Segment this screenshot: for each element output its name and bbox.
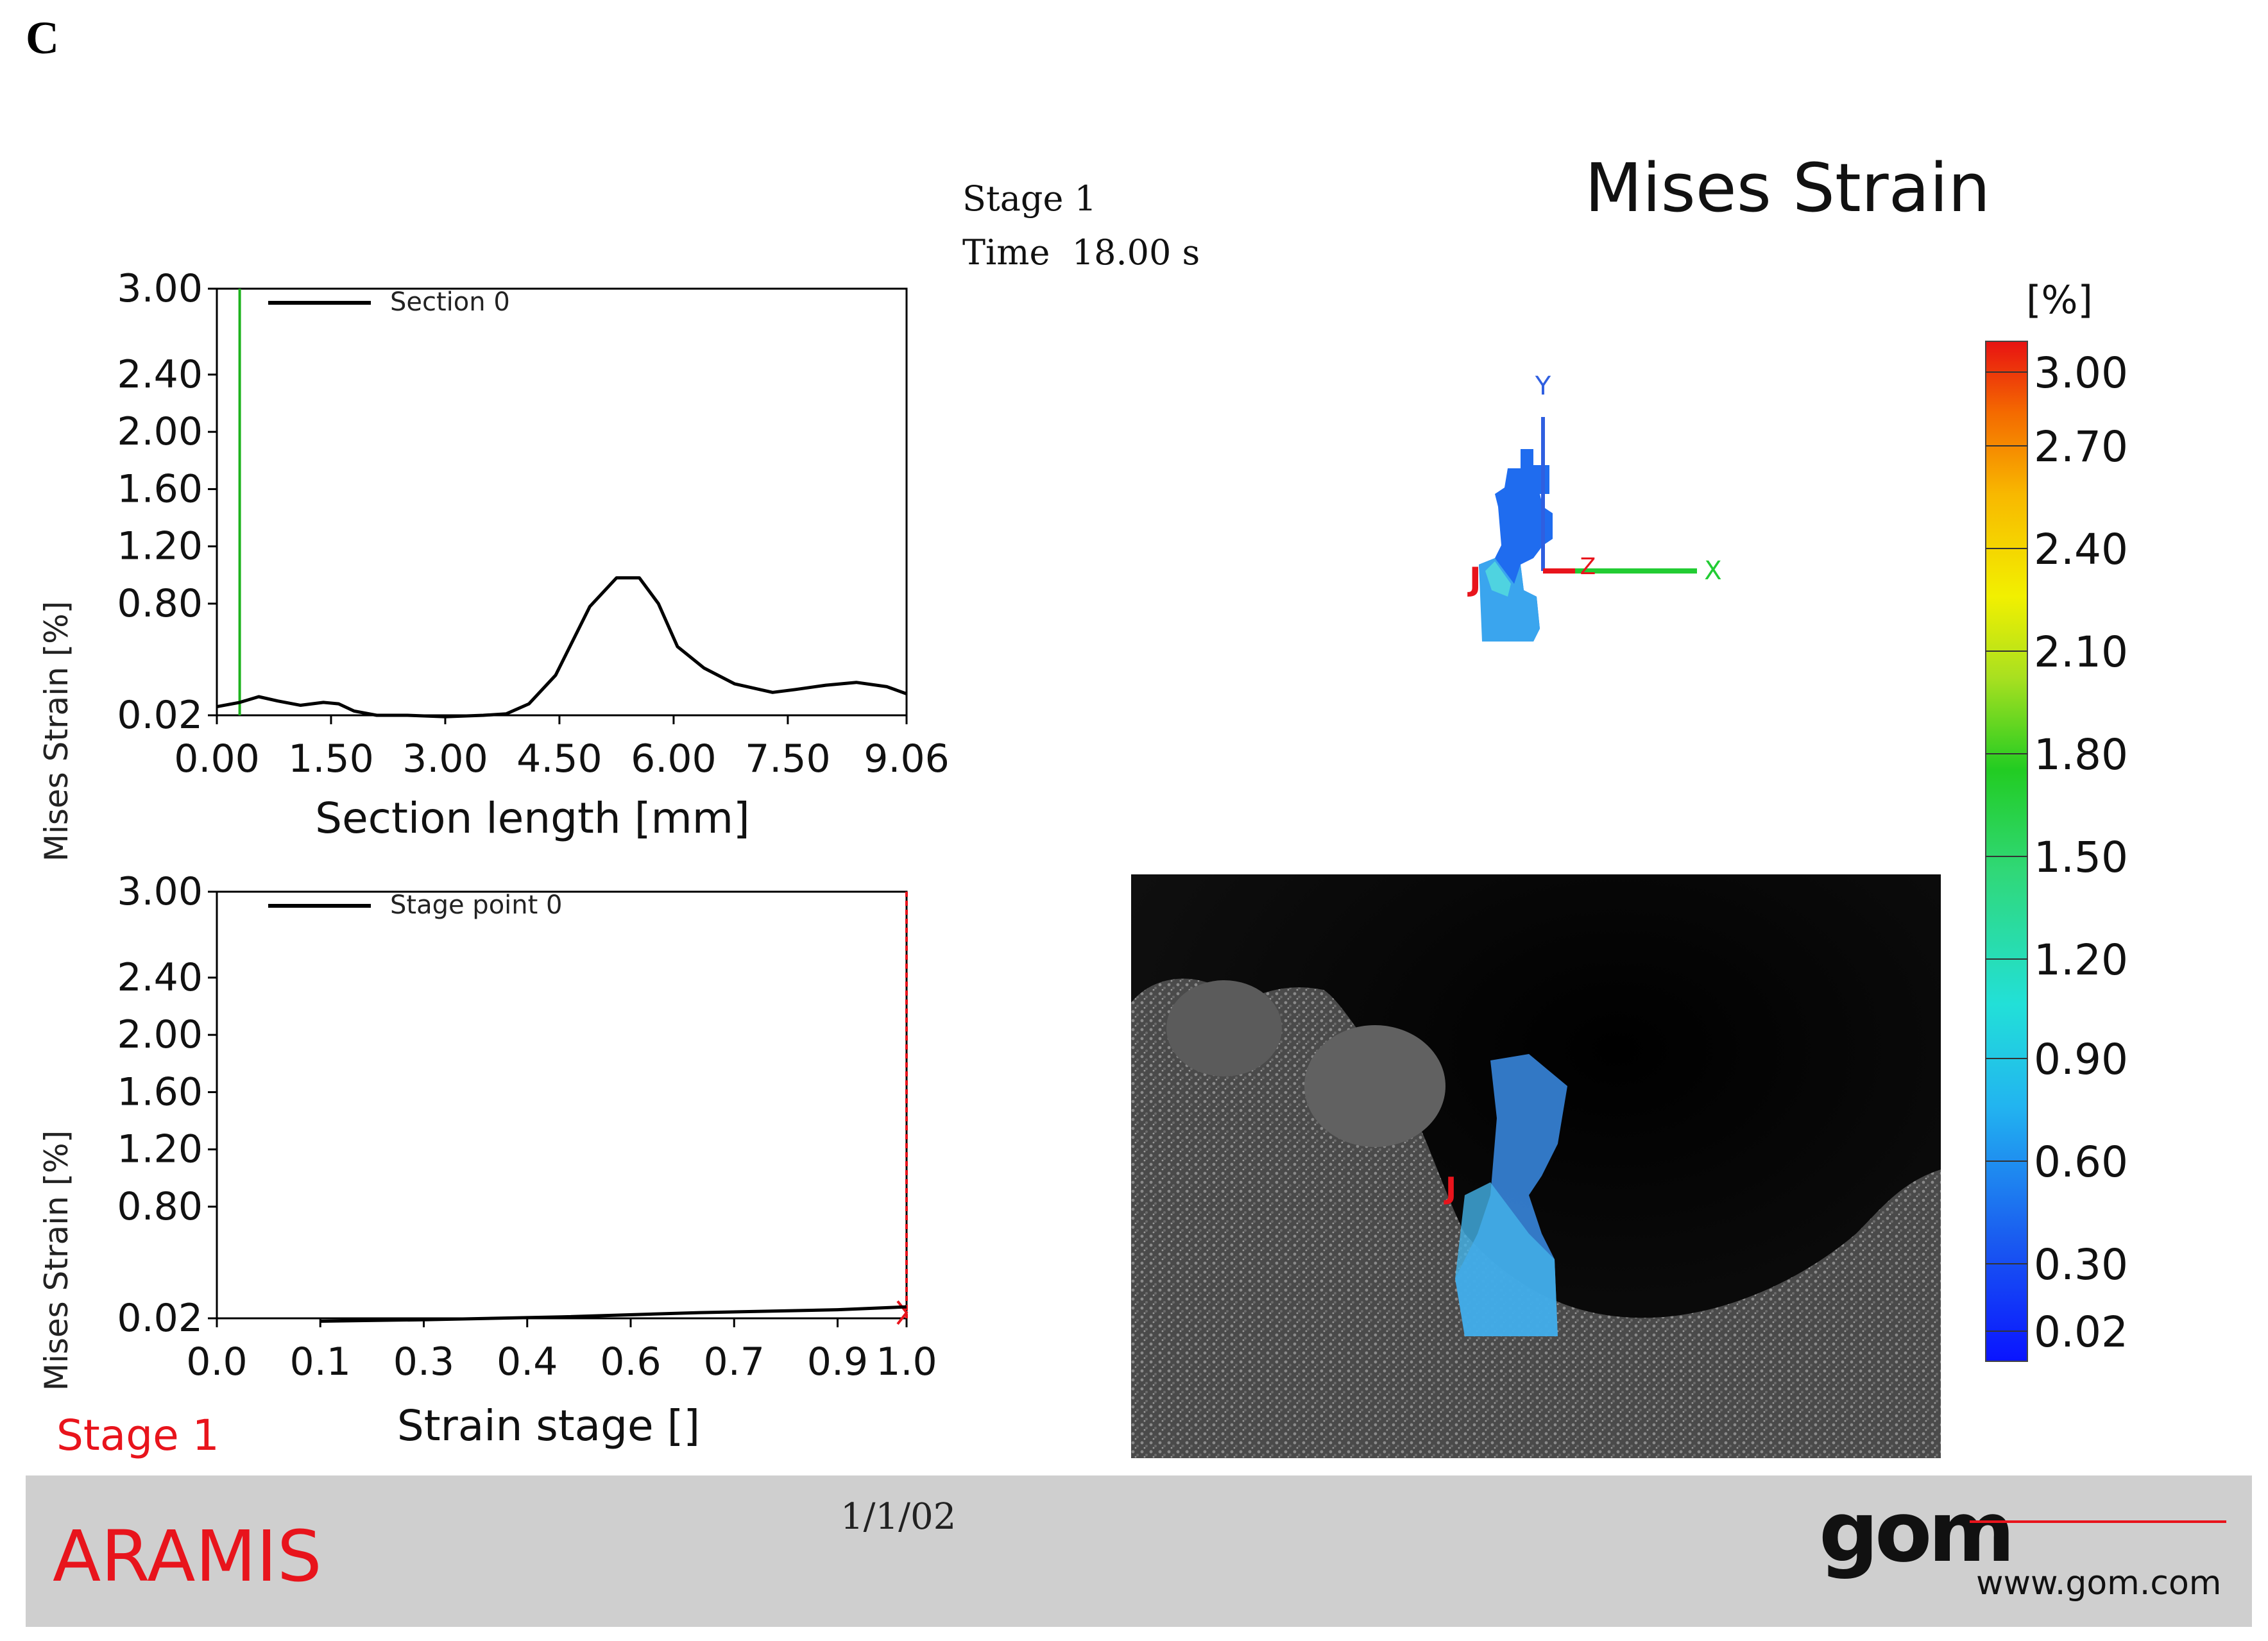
strain-field-3d: Y X Z J [1467, 372, 1722, 642]
section-chart: Mises Strain [%] Section length [mm] 3.0… [38, 266, 950, 860]
colorbar-tick-label: 2.70 [2034, 422, 2128, 472]
logo-line [1970, 1520, 2226, 1523]
y-tick-label: 2.40 [117, 352, 203, 397]
specimen-photo: J [1131, 874, 1941, 1458]
y-tick-label: 3.00 [117, 266, 203, 311]
series-line [320, 1305, 907, 1323]
y-tick-label: 2.00 [117, 1012, 203, 1057]
stage-label: Stage 1 [56, 1411, 219, 1460]
colorbar-tick-label: 2.40 [2034, 525, 2128, 574]
strain-region-mid [1485, 561, 1511, 597]
x-axis-glyph: X [1704, 556, 1721, 586]
y-axis-label: Mises Strain [%] [38, 1130, 75, 1391]
footer-bar: ARAMIS 1/1/02 gom www.gom.com [26, 1475, 2252, 1627]
colorbar-tick-label: 3.00 [2034, 348, 2128, 398]
x-tick-label: 6.00 [631, 736, 717, 781]
x-axis-label: Section length [mm] [315, 794, 750, 843]
x-tick-label: 0.7 [704, 1339, 765, 1384]
colorbar-tick-label: 2.10 [2034, 627, 2128, 677]
x-tick-label: 0.9 [807, 1339, 868, 1384]
marker-glyph: J [1467, 561, 1481, 598]
colorbar-tick-label: 1.80 [2034, 730, 2128, 779]
x-tick-label: 1.0 [876, 1339, 937, 1384]
panel-letter: C [26, 12, 59, 64]
tooth-1 [1166, 980, 1282, 1076]
x-tick-label: 7.50 [745, 736, 831, 781]
tooth-2 [1304, 1025, 1445, 1147]
x-axis-label: Strain stage [] [397, 1401, 700, 1450]
series-line [216, 576, 907, 718]
x-tick-label: 3.00 [402, 736, 488, 781]
y-tick-label: 0.80 [117, 581, 203, 626]
brand-aramis: ARAMIS [53, 1515, 322, 1597]
stage-chart: Mises Strain [%] Strain stage [] Stage 1… [38, 869, 937, 1460]
gom-logo: gom [1819, 1483, 2015, 1581]
colorbar-tick-label: 1.20 [2034, 935, 2128, 985]
stage-line: Stage 1 [962, 178, 1096, 219]
legend-label: Stage point 0 [390, 890, 562, 920]
y-tick-label: 2.00 [117, 409, 203, 454]
plot-frame [216, 287, 908, 717]
colorbar-tick-label: 0.60 [2034, 1137, 2128, 1187]
strain-overlay-light [1455, 1182, 1558, 1336]
x-tick-label: 0.3 [393, 1339, 454, 1384]
colorbar-tick-label: 1.50 [2034, 833, 2128, 882]
colorbar-tick-label: 0.30 [2034, 1240, 2128, 1289]
x-tick-label: 0.00 [174, 736, 260, 781]
colorbar-tick-label: 0.02 [2034, 1307, 2128, 1357]
x-tick-label: 0.0 [186, 1339, 247, 1384]
y-tick-label: 0.80 [117, 1184, 203, 1229]
y-tick-label: 1.20 [117, 1127, 203, 1172]
colorbar-tick-label: 0.90 [2034, 1035, 2128, 1084]
time-line: Time 18.00 s [962, 232, 1200, 273]
x-tick-label: 0.6 [600, 1339, 661, 1384]
colorbar-unit: [%] [2026, 278, 2093, 323]
z-axis-glyph: Z [1580, 554, 1596, 580]
plot-frame [216, 890, 908, 1320]
legend-label: Section 0 [390, 287, 510, 317]
x-tick-label: 0.4 [497, 1339, 558, 1384]
stage-info: Stage 1 Time 18.00 s [962, 172, 1200, 280]
y-tick-label: 3.00 [117, 869, 203, 914]
marker-glyph: J [1444, 1171, 1456, 1205]
y-tick-label: 1.60 [117, 1069, 203, 1114]
y-axis-glyph: Y [1535, 372, 1551, 401]
x-tick-label: 1.50 [288, 736, 374, 781]
x-tick-label: 4.50 [516, 736, 602, 781]
colorbar: [%] 3.00 2.70 2.40 2.10 1.80 1.50 1.20 0.90 0.60… [1985, 278, 2128, 1362]
x-tick-label: 9.06 [864, 736, 950, 781]
y-tick-label: 1.20 [117, 524, 203, 569]
y-tick-label: 0.02 [117, 1296, 203, 1341]
cursor-marker [896, 1300, 908, 1325]
y-tick-label: 2.40 [117, 955, 203, 1000]
y-axis-label: Mises Strain [%] [38, 601, 75, 860]
footer-date: 1/1/02 [840, 1496, 957, 1538]
y-tick-label: 0.02 [117, 693, 203, 738]
y-tick-label: 1.60 [117, 466, 203, 511]
colorbar-gradient [1985, 341, 2028, 1362]
gom-url: www.gom.com [1976, 1564, 2222, 1603]
mises-strain-title: Mises Strain [1585, 149, 1991, 227]
x-tick-label: 0.1 [290, 1339, 351, 1384]
